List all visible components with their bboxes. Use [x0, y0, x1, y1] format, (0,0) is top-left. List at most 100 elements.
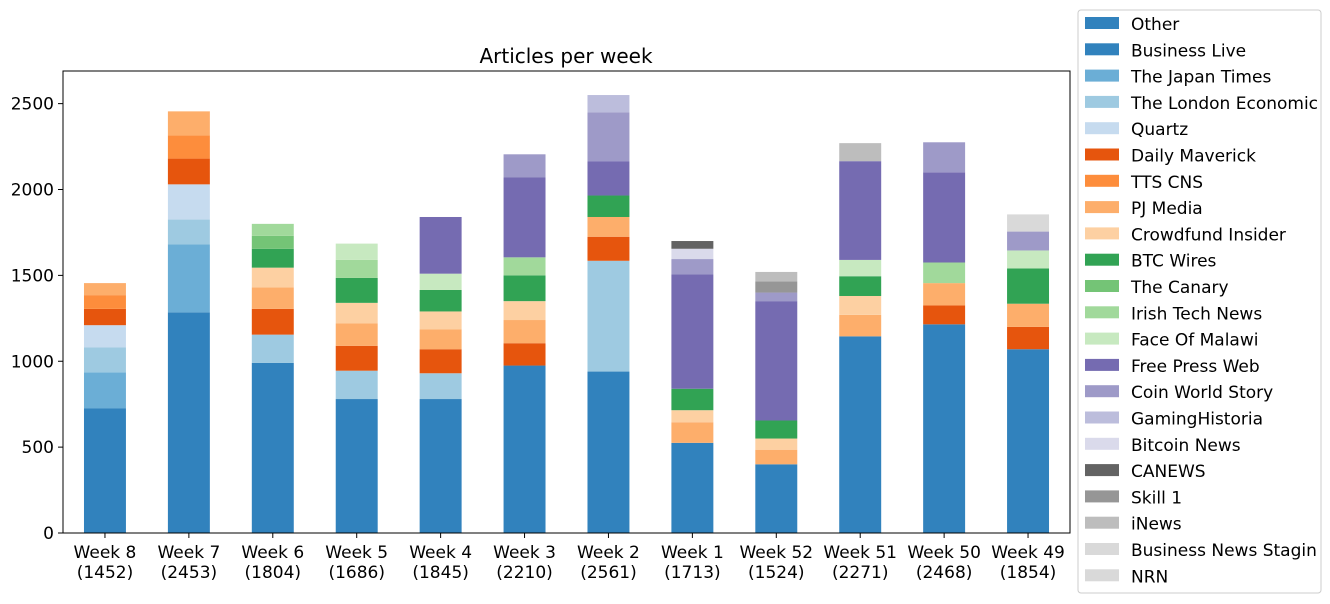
- bar-segment: [755, 292, 798, 302]
- bar-segment: [503, 275, 546, 302]
- bar-segment: [1007, 250, 1050, 269]
- bar-segment: [503, 154, 546, 178]
- legend-swatch: [1085, 122, 1119, 135]
- legend-swatch: [1085, 95, 1119, 108]
- bar-segment: [251, 287, 294, 309]
- legend-label: Coin World Story: [1131, 383, 1273, 403]
- x-tick-label: Week 51: [823, 543, 897, 563]
- x-tick-count-label: (1686): [328, 563, 385, 583]
- bar-segment: [923, 305, 966, 325]
- y-tick-label: 1000: [11, 352, 54, 372]
- bar-segment: [419, 289, 462, 312]
- x-tick-label: Week 52: [739, 543, 813, 563]
- legend-label: Bitcoin News: [1131, 436, 1241, 456]
- bar-segment: [1007, 268, 1050, 304]
- bar-segment: [671, 388, 714, 411]
- x-tick-label: Week 3: [493, 543, 556, 563]
- legend-swatch: [1085, 280, 1119, 292]
- bar-segment: [503, 320, 546, 344]
- legend-swatch: [1085, 43, 1119, 56]
- y-tick-label: 500: [22, 438, 54, 458]
- bar-segment: [251, 223, 294, 236]
- bar-segment: [83, 347, 126, 373]
- legend-label: iNews: [1131, 515, 1182, 535]
- bar-segment: [167, 244, 210, 313]
- bar-segment: [83, 308, 126, 326]
- bar-segment: [839, 143, 882, 162]
- legend-swatch: [1085, 17, 1119, 29]
- bar-segment: [419, 216, 462, 274]
- bar-segment: [671, 410, 714, 423]
- bar-segment: [755, 464, 798, 533]
- bar-segment: [167, 135, 210, 159]
- x-tick-label: Week 8: [74, 543, 137, 563]
- bar-segment: [167, 312, 210, 533]
- bar-segment: [251, 235, 294, 249]
- bar-segment: [251, 267, 294, 288]
- legend-swatch: [1085, 464, 1119, 477]
- bar-segment: [1007, 214, 1050, 232]
- legend-swatch: [1085, 437, 1119, 450]
- bar-segment: [923, 283, 966, 306]
- bar-segment: [1007, 231, 1050, 251]
- x-tick-label: Week 6: [241, 543, 304, 563]
- y-tick-label: 0: [43, 524, 54, 544]
- legend-frame: [1077, 9, 1322, 594]
- bar-segment: [503, 177, 546, 258]
- legend-label: Business Live: [1131, 41, 1246, 61]
- bar-segment: [419, 273, 462, 290]
- x-tick-count-label: (2210): [496, 563, 553, 583]
- bar-segment: [167, 111, 210, 136]
- x-tick-label: Week 4: [409, 543, 472, 563]
- bar-segment: [251, 334, 294, 363]
- bar-segment: [167, 219, 210, 245]
- bar-segment: [419, 373, 462, 400]
- legend-label: NRN: [1131, 567, 1168, 587]
- legend-label: GamingHistoria: [1131, 410, 1263, 430]
- bar-segment: [587, 161, 630, 196]
- x-tick-count-label: (2271): [832, 563, 889, 583]
- bar-segment: [755, 438, 798, 450]
- bar-segment: [587, 216, 630, 237]
- bar-segment: [755, 281, 798, 293]
- legend-swatch: [1085, 69, 1119, 82]
- legend-swatch: [1085, 201, 1119, 214]
- bar-segment: [83, 325, 126, 348]
- bar-segment: [671, 259, 714, 275]
- bar-segment: [671, 422, 714, 443]
- legend-label: Other: [1131, 15, 1179, 35]
- x-tick-count-label: (2561): [580, 563, 637, 583]
- legend-label: Daily Maverick: [1131, 147, 1256, 167]
- legend-swatch: [1085, 148, 1119, 161]
- bar-segment: [587, 195, 630, 217]
- bar-segment: [503, 301, 546, 321]
- bar-segment: [419, 349, 462, 374]
- legend-label: Free Press Web: [1131, 357, 1260, 377]
- bar-segment: [419, 329, 462, 350]
- x-tick-label: Week 5: [325, 543, 388, 563]
- bar-segment: [419, 399, 462, 533]
- legend-swatch: [1085, 227, 1119, 240]
- bar-segment: [419, 311, 462, 330]
- y-tick-label: 2500: [11, 95, 54, 115]
- bar-segment: [83, 283, 126, 296]
- bar-segment: [335, 370, 378, 400]
- bar-segment: [587, 95, 630, 113]
- legend-label: CANEWS: [1131, 462, 1206, 482]
- legend-swatch: [1085, 516, 1119, 529]
- legend-label: The Canary: [1130, 278, 1229, 298]
- bar-segment: [671, 274, 714, 389]
- legend-label: The Japan Times: [1130, 68, 1271, 88]
- bar-segment: [503, 343, 546, 366]
- bar-segment: [83, 372, 126, 409]
- bar-segment: [755, 271, 798, 282]
- legend-label: Irish Tech News: [1131, 304, 1262, 324]
- bar-segment: [335, 243, 378, 260]
- bar-segment: [587, 236, 630, 261]
- bar-segment: [671, 442, 714, 533]
- bar-segment: [251, 362, 294, 533]
- bar-segment: [671, 248, 714, 260]
- legend-label: Crowdfund Insider: [1131, 225, 1286, 245]
- bar-segment: [1007, 326, 1050, 350]
